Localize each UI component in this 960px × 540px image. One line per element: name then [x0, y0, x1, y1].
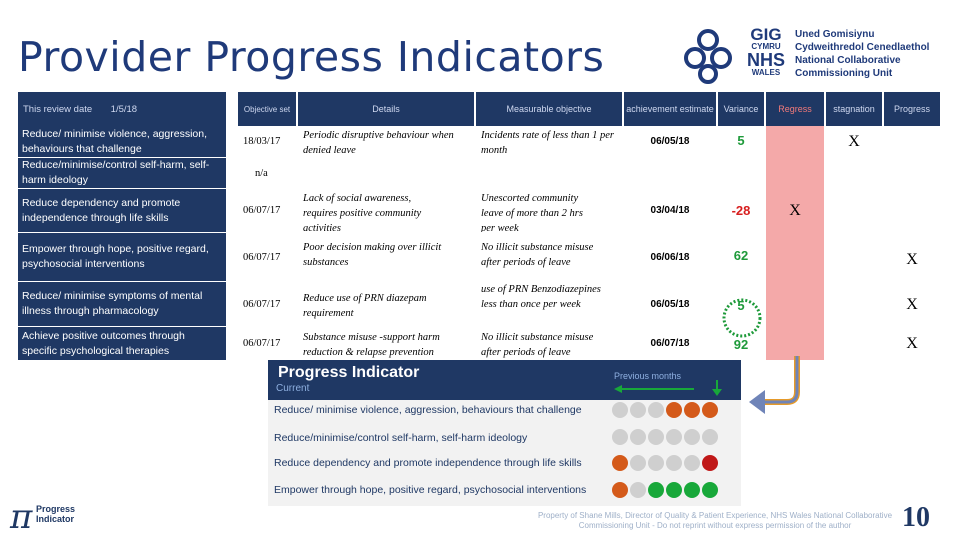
objective-date: 18/03/17	[243, 136, 281, 147]
details-cell: Substance misuse -support harm reduction…	[303, 332, 440, 358]
previous-months-label: Previous months	[614, 371, 682, 381]
header-progress: Progress	[884, 92, 940, 126]
row-label-psychological: Achieve positive outcomes through specif…	[18, 327, 226, 360]
status-dot	[612, 402, 628, 418]
header-details: Details	[298, 92, 474, 126]
down-arrow-icon	[712, 380, 722, 396]
objective-date: n/a	[255, 167, 268, 179]
status-dot	[648, 429, 664, 445]
estimate-cell: 06/05/18	[650, 298, 690, 310]
variance-cell: 62	[733, 247, 749, 263]
variance-cell: 5	[737, 132, 745, 148]
row-label-self-harm: Reduce/minimise/control self-harm, self-…	[18, 158, 226, 188]
progress-indicator-title: Progress Indicator	[278, 364, 420, 381]
progress-table: This review date 1/5/18 Objective set De…	[18, 92, 940, 360]
status-dot	[630, 455, 646, 471]
header-measurable: Measurable objective	[476, 92, 622, 126]
regress-mark: X	[789, 202, 801, 219]
status-dot	[702, 482, 718, 498]
estimate-cell: 03/04/18	[650, 205, 690, 216]
progress-mark: X	[906, 295, 918, 313]
progress-indicator-header: Progress Indicator Current Previous mont…	[268, 360, 741, 400]
objective-date: 06/07/17	[243, 251, 281, 263]
measurable-cell: Unescorted community leave of more than …	[481, 193, 583, 232]
variance-cell: -28	[731, 203, 751, 218]
indicator-dots	[612, 455, 718, 471]
details-cell: Periodic disruptive behaviour when denie…	[303, 130, 454, 156]
indicator-row-label: Reduce/minimise/control self-harm, self-…	[274, 432, 528, 444]
indicator-row-label: Reduce dependency and promote independen…	[274, 457, 582, 469]
status-dot	[702, 429, 718, 445]
regress-column	[766, 126, 824, 360]
current-label: Current	[276, 383, 310, 394]
row-label-empower: Empower through hope, positive regard, p…	[18, 233, 226, 281]
progress-mark: X	[906, 250, 918, 268]
row-label-mental-illness: Reduce/ minimise symptoms of mental illn…	[18, 282, 226, 326]
measurable-cell: use of PRN Benzodiazepines less than onc…	[481, 284, 601, 310]
status-dot	[666, 402, 682, 418]
progress-indicator-panel: Progress Indicator Current Previous mont…	[268, 360, 741, 506]
measurable-cell: No illicit substance misuse after period…	[481, 332, 594, 358]
objective-date: 06/07/17	[243, 298, 281, 310]
estimate-cell: 06/06/18	[650, 251, 690, 263]
status-dot	[666, 482, 682, 498]
page-number: 10	[902, 502, 930, 533]
measurable-cell: No illicit substance misuse after period…	[481, 242, 594, 268]
row-label-dependency: Reduce dependency and promote independen…	[18, 189, 226, 232]
progress-indicator-logo: π Progress Indicator	[10, 500, 90, 538]
status-dot	[648, 402, 664, 418]
header-stagnation: stagnation	[826, 92, 882, 126]
header-variance: Variance	[718, 92, 764, 126]
status-dot	[702, 455, 718, 471]
left-arrow-icon	[614, 385, 694, 393]
nhs-wales-logo: GIG CYMRU NHS WALES Uned Gomisiynu Cydwe…	[683, 22, 953, 92]
estimate-cell: 06/07/18	[650, 338, 690, 349]
curved-arrow-icon	[749, 356, 800, 414]
indicator-row-label: Reduce/ minimise violence, aggression, b…	[274, 404, 582, 416]
status-dot	[612, 429, 628, 445]
variance-cell: 92	[733, 336, 749, 352]
objective-date: 06/07/17	[243, 338, 281, 349]
indicator-dots	[612, 482, 718, 498]
header-objective-set: Objective set	[238, 92, 296, 126]
status-dot	[630, 482, 646, 498]
status-dot	[684, 482, 700, 498]
header-review-date: This review date 1/5/18	[18, 92, 226, 126]
row-label-violence: Reduce/ minimise violence, aggression, b…	[18, 126, 226, 157]
measurable-cell: Incidents rate of less than 1 per month	[481, 130, 614, 156]
header-achievement: achievement estimate	[624, 92, 716, 126]
status-dot	[684, 402, 700, 418]
status-dot	[612, 482, 628, 498]
status-dot	[666, 455, 682, 471]
status-dot	[702, 402, 718, 418]
copyright-footer: Property of Shane Mills, Director of Qua…	[537, 511, 893, 530]
highlight-ring-icon	[722, 298, 762, 338]
progress-mark: X	[906, 335, 918, 352]
pi-symbol-icon: π	[10, 497, 33, 537]
status-dot	[630, 402, 646, 418]
estimate-cell: 06/05/18	[650, 136, 690, 147]
indicator-dots	[612, 429, 718, 445]
status-dot	[630, 429, 646, 445]
variance-cell: 5	[737, 297, 745, 313]
header-regress: Regress	[766, 92, 824, 126]
page-title: Provider Progress Indicators	[18, 33, 605, 81]
indicator-row-label: Empower through hope, positive regard, p…	[274, 484, 587, 496]
stagnation-mark: X	[848, 133, 860, 150]
details-cell: Poor decision making over illicit substa…	[303, 242, 442, 268]
indicator-dots	[612, 402, 718, 418]
status-dot	[684, 429, 700, 445]
objective-date: 06/07/17	[243, 205, 281, 216]
status-dot	[648, 482, 664, 498]
logo-text: Progress Indicator	[36, 504, 76, 524]
org-name: Uned Gomisiynu Cydweithredol Cenedlaetho…	[795, 29, 930, 79]
details-cell: Reduce use of PRN diazepam requirement	[303, 293, 427, 319]
status-dot	[648, 455, 664, 471]
details-cell: Lack of social awareness, requires posit…	[303, 193, 422, 232]
celtic-knot-icon	[684, 29, 732, 84]
status-dot	[666, 429, 682, 445]
gig-cymru-nhs-wordmark: GIG CYMRU NHS WALES	[746, 25, 785, 77]
status-dot	[612, 455, 628, 471]
status-dot	[684, 455, 700, 471]
